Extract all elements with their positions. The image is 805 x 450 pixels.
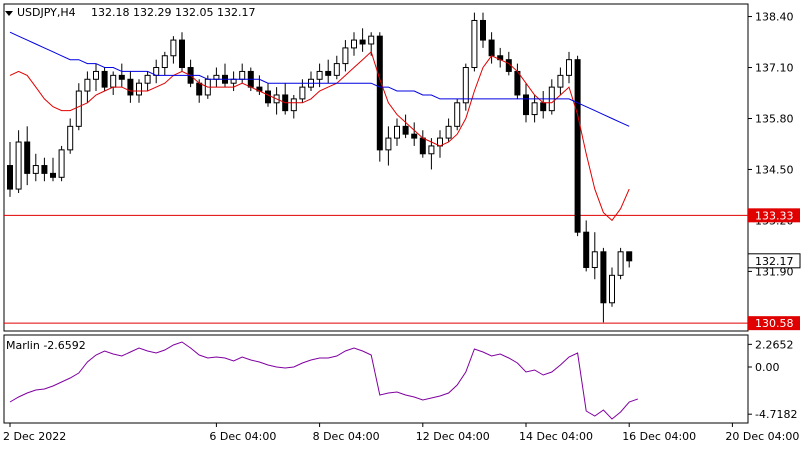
candle-body	[480, 19, 486, 41]
candle-body	[428, 145, 435, 155]
candle-body	[118, 74, 125, 80]
candle-body	[93, 70, 99, 80]
level-price-label: 130.58	[755, 317, 794, 330]
candle-body	[462, 67, 469, 104]
candle-body	[514, 70, 521, 96]
indicator-tick-label: -4.7182	[755, 408, 797, 421]
candle-body	[445, 125, 452, 139]
candle-body	[402, 125, 409, 135]
candle-body	[540, 102, 547, 112]
candle-body	[523, 94, 529, 116]
candle-body	[316, 70, 323, 80]
candle-body	[626, 251, 633, 262]
time-tick-label: 8 Dec 04:00	[313, 430, 380, 443]
candle-body	[196, 82, 203, 96]
ma-slow-line	[9, 31, 630, 127]
ohlc-label: 132.18 132.29 132.05 132.17	[91, 6, 255, 19]
time-tick-label: 14 Dec 04:00	[519, 430, 593, 443]
candle-body	[67, 125, 74, 151]
main-panel-border	[3, 3, 749, 332]
current-price-badge	[747, 253, 801, 269]
candle-body	[488, 39, 495, 57]
candle-body	[351, 39, 357, 49]
marlin-oscillator-line	[9, 341, 638, 420]
candle-body	[75, 90, 82, 127]
candle-body	[411, 133, 418, 139]
price-tick-label: 131.90	[755, 265, 794, 278]
candle-body	[591, 251, 598, 268]
candle-body	[7, 165, 13, 190]
time-tick-label: 16 Dec 04:00	[622, 430, 696, 443]
price-tick-label: 134.50	[755, 163, 794, 176]
candle-body	[110, 74, 117, 88]
indicator-label: Marlin -2.6592	[6, 339, 86, 352]
candle-body	[230, 78, 237, 84]
current-price-label: 132.17	[755, 255, 794, 268]
candle-body	[531, 102, 538, 116]
price-tick-label: 135.80	[755, 112, 794, 125]
candle-body	[600, 251, 607, 304]
candle-body	[368, 35, 375, 45]
chart-menu-triangle-icon[interactable]	[5, 11, 13, 16]
candle-body	[127, 78, 134, 96]
candle-body	[161, 55, 168, 69]
candle-body	[385, 137, 392, 151]
level-price-badge	[748, 316, 800, 331]
candle-body	[617, 251, 624, 276]
candle-body	[144, 74, 151, 84]
symbol-label: USDJPY,H4	[17, 6, 76, 19]
candle-body	[58, 149, 65, 178]
candle-body	[419, 137, 426, 155]
indicator-panel-border	[3, 334, 749, 424]
candle-body	[15, 141, 22, 190]
candle-body	[101, 70, 108, 88]
candle-body	[609, 274, 615, 304]
candle-body	[170, 39, 177, 57]
candle-body	[557, 74, 564, 88]
candle-body	[50, 172, 56, 178]
candle-body	[299, 86, 306, 100]
candle-body	[325, 70, 332, 76]
candle-body	[566, 59, 572, 76]
time-tick-label: 2 Dec 2022	[3, 430, 66, 443]
ma-fast-line	[9, 50, 630, 222]
candle-body	[583, 231, 590, 268]
candle-body	[179, 39, 185, 69]
level-price-label: 133.33	[755, 209, 794, 222]
time-tick-label: 12 Dec 04:00	[416, 430, 490, 443]
candle-body	[41, 165, 48, 174]
price-tick-label: 137.10	[755, 62, 794, 75]
indicator-tick-label: 2.2652	[755, 338, 794, 351]
time-tick-label: 6 Dec 04:00	[209, 430, 276, 443]
candle-body	[376, 35, 383, 151]
candle-body	[213, 74, 220, 80]
candle-body	[471, 19, 478, 69]
candle-body	[84, 78, 91, 92]
candle-body	[24, 141, 31, 174]
time-tick-label: 20 Dec 04:00	[725, 430, 799, 443]
candle-body	[394, 125, 400, 139]
candle-body	[359, 39, 366, 45]
candle-body	[136, 82, 142, 96]
candle-body	[342, 47, 349, 65]
candle-body	[333, 63, 340, 76]
price-tick-label: 138.40	[755, 11, 794, 24]
candle-body	[290, 98, 297, 112]
candle-body	[454, 102, 461, 127]
indicator-tick-label: 0.00	[755, 361, 780, 374]
candle-body	[239, 70, 246, 80]
candle-body	[32, 165, 39, 174]
level-price-badge	[748, 208, 800, 223]
candle-body	[574, 59, 581, 233]
candle-body	[265, 90, 271, 104]
